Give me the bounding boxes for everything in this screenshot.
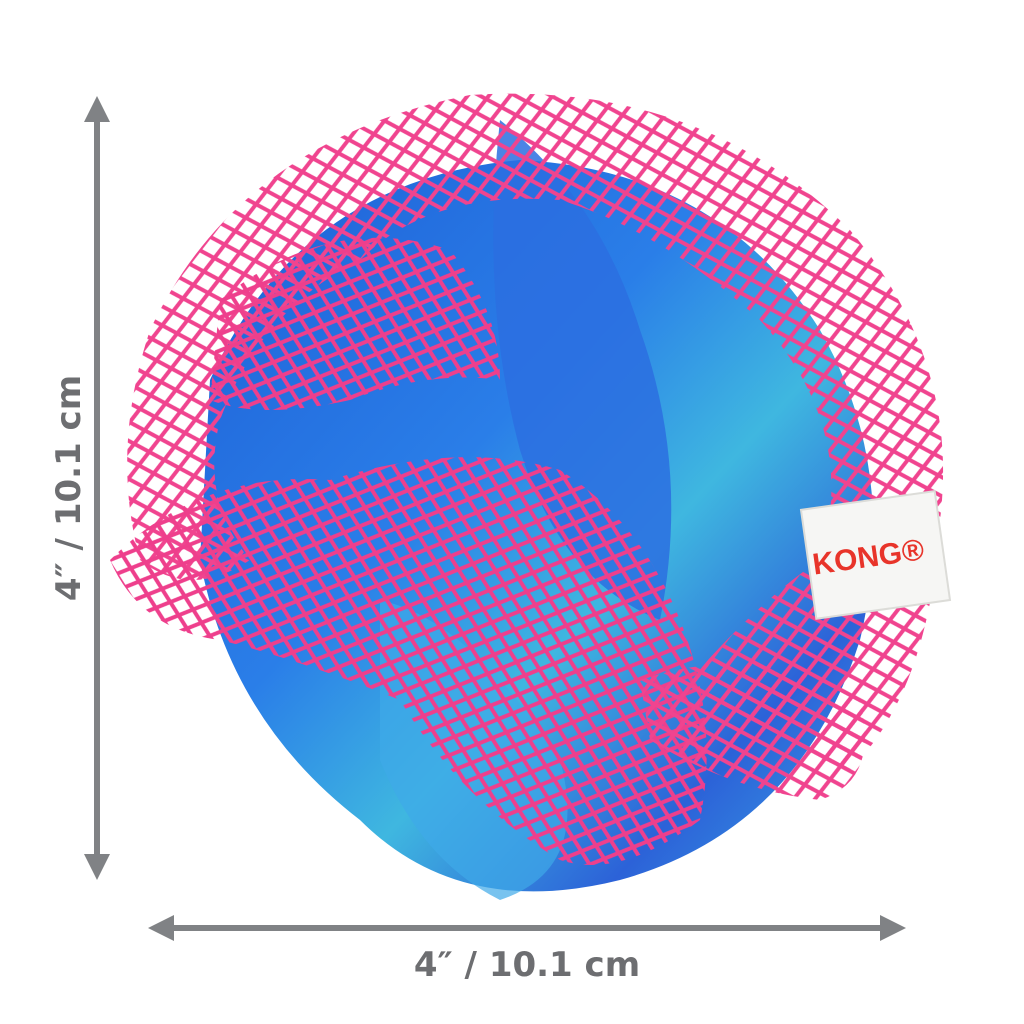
brand-tag: KONG® [799, 489, 952, 620]
height-label: 4″ / 10.1 cm [49, 375, 89, 601]
toy-ball [110, 93, 944, 900]
width-label: 4″ / 10.1 cm [414, 945, 640, 985]
dimension-arrows [84, 96, 906, 941]
